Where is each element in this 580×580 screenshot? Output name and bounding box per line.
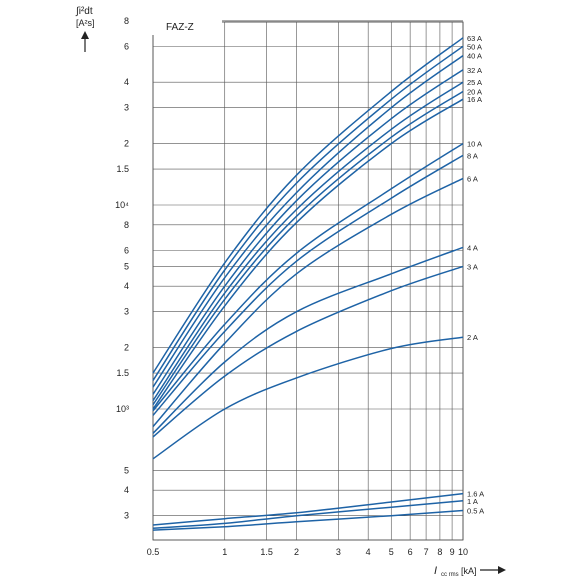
series-label: 0.5 A — [467, 507, 484, 516]
y-tick-label: 2 — [124, 139, 129, 149]
series-label: 6 A — [467, 174, 478, 183]
series-line — [152, 37, 464, 374]
x-tick-label: 7 — [424, 547, 429, 557]
series-line — [152, 54, 464, 388]
x-tick-label: 9 — [450, 547, 455, 557]
series-line — [152, 509, 464, 531]
series-label: 20 A — [467, 88, 482, 97]
x-axis-arrow-icon — [480, 566, 506, 574]
y-tick-label: 6 — [124, 245, 129, 255]
series-label: 16 A — [467, 95, 482, 104]
series-line — [152, 177, 464, 428]
series-label: 2 A — [467, 333, 478, 342]
chart-title: FAZ-Z — [166, 22, 194, 33]
series-line — [152, 265, 464, 438]
grid — [152, 20, 464, 540]
series-label: 32 A — [467, 66, 482, 75]
x-tick-label: 4 — [366, 547, 371, 557]
y-axis-label-unit: [A²s] — [76, 18, 95, 28]
series-line — [152, 142, 464, 412]
series-line — [152, 154, 464, 416]
series-line — [152, 246, 464, 434]
series-line — [152, 69, 464, 395]
series-line — [152, 45, 464, 381]
y-tick-label: 5 — [124, 465, 129, 475]
y-tick-label: 5 — [124, 261, 129, 271]
x-axis-label-subscript: cc rms — [441, 572, 459, 578]
x-tick-label: 6 — [408, 547, 413, 557]
y-tick-label: 2 — [124, 343, 129, 353]
y-tick-label: 4 — [124, 485, 129, 495]
series-group — [152, 37, 464, 531]
y-tick-label: 4 — [124, 281, 129, 291]
series-label: 4 A — [467, 243, 478, 252]
y-axis-ticks: 3 4 5 10³ 1.5 2 3 4 5 6 8 10⁴ 1.5 2 3 4 6 8 — [115, 16, 129, 521]
series-label: 25 A — [467, 78, 482, 87]
y-tick-label: 3 — [124, 103, 129, 113]
y-tick-label: 4 — [124, 77, 129, 87]
y-tick-label: 1.5 — [116, 368, 129, 378]
y-tick-label: 8 — [124, 220, 129, 230]
curve-labels: 63 A50 A40 A 32 A 25 A20 A16 A 10 A 8 A 6 A 4 … — [467, 34, 484, 516]
x-axis-ticks: 0.5 1 1.5 2 3 4 5 6 7 8 9 10 — [147, 547, 468, 557]
y-tick-label: 10³ — [116, 404, 129, 414]
series-line — [152, 90, 464, 406]
series-line — [152, 492, 464, 526]
series-label: 63 A — [467, 34, 482, 43]
y-tick-label: 3 — [124, 307, 129, 317]
series-label: 10 A — [467, 140, 482, 149]
y-tick-label: 1.5 — [116, 164, 129, 174]
x-tick-label: 5 — [389, 547, 394, 557]
x-tick-label: 0.5 — [147, 547, 160, 557]
x-tick-label: 10 — [458, 547, 468, 557]
y-tick-label: 6 — [124, 41, 129, 51]
title-box — [152, 15, 222, 35]
series-label: 8 A — [467, 151, 478, 160]
y-tick-label: 10⁴ — [115, 200, 129, 210]
x-tick-label: 3 — [336, 547, 341, 557]
y-axis-label-integral: ∫i²dt — [75, 6, 93, 17]
series-line — [152, 500, 464, 530]
y-tick-label: 3 — [124, 511, 129, 521]
series-line — [152, 98, 464, 410]
series-label: 1 A — [467, 497, 478, 506]
series-line — [152, 336, 464, 460]
x-tick-label: 8 — [437, 547, 442, 557]
series-label: 50 A — [467, 42, 482, 51]
x-tick-label: 1.5 — [260, 547, 273, 557]
x-axis-label-symbol: I — [434, 565, 437, 577]
series-label: 40 A — [467, 52, 482, 61]
x-axis-label-unit: [kA] — [461, 566, 477, 576]
y-tick-label: 8 — [124, 16, 129, 26]
x-tick-label: 1 — [222, 547, 227, 557]
y-axis-arrow-icon — [81, 31, 89, 52]
x-axis-label: I cc rms [kA] — [434, 565, 477, 578]
series-label: 1.6 A — [467, 490, 484, 499]
series-line — [152, 81, 464, 402]
x-tick-label: 2 — [294, 547, 299, 557]
series-label: 3 A — [467, 262, 478, 271]
